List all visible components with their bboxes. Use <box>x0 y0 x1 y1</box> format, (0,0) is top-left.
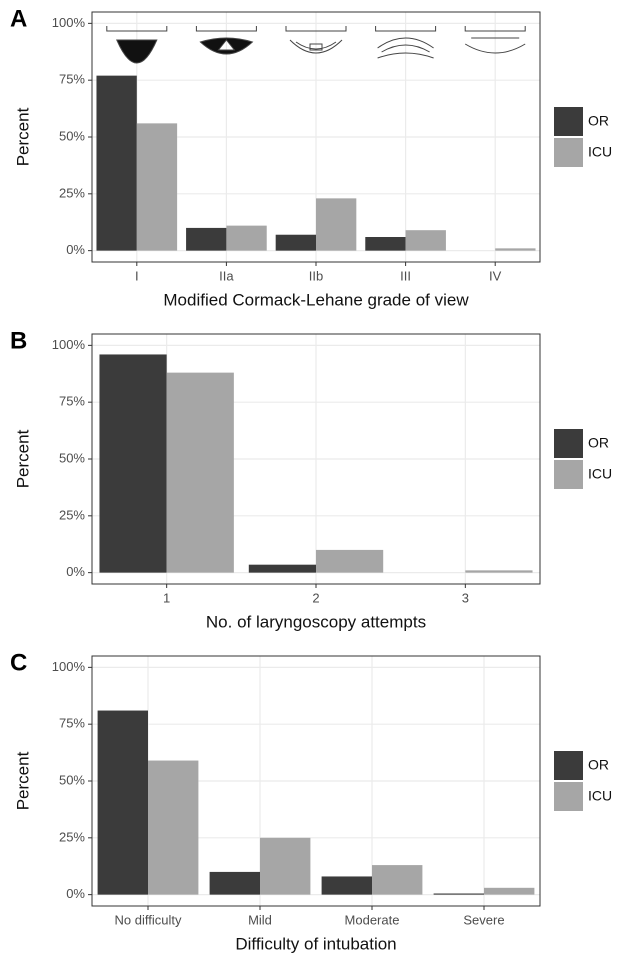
plot-border <box>91 655 541 907</box>
icon-shape <box>116 39 158 64</box>
bar <box>226 225 267 251</box>
x-axis-title: Modified Cormack-Lehane grade of view <box>163 290 469 309</box>
x-axis-title: Difficulty of intubation <box>235 934 396 953</box>
bar <box>99 354 167 573</box>
y-tick-label: 75% <box>59 394 85 409</box>
bar <box>465 570 533 573</box>
icon-shape <box>289 39 343 54</box>
x-tick-label: 1 <box>163 590 170 605</box>
y-axis-title: Percent <box>13 751 32 810</box>
icon-shape <box>377 37 434 59</box>
icon-outline <box>464 26 526 32</box>
icon-outline <box>195 26 257 32</box>
icon-shape <box>199 37 254 55</box>
bar <box>365 237 406 251</box>
y-tick-label: 0% <box>66 242 85 257</box>
panel-label: C <box>10 649 27 676</box>
icon-outline <box>285 26 347 32</box>
x-tick-label: III <box>400 268 411 283</box>
bar <box>260 837 311 895</box>
x-tick-label: 3 <box>462 590 469 605</box>
bar <box>209 871 260 895</box>
y-tick-label: 100% <box>52 15 86 30</box>
bar <box>316 549 384 573</box>
x-tick-label: I <box>135 268 139 283</box>
bar <box>433 893 484 895</box>
x-tick-label: Mild <box>248 912 272 927</box>
legend-swatch <box>554 107 583 136</box>
bar <box>321 876 372 895</box>
y-tick-label: 25% <box>59 507 85 522</box>
legend-label: ICU <box>588 788 612 804</box>
y-axis-title: Percent <box>13 429 32 488</box>
y-tick-label: 100% <box>52 337 86 352</box>
bar <box>148 760 199 895</box>
legend-swatch <box>554 429 583 458</box>
legend-label: ICU <box>588 144 612 160</box>
icon-shape <box>464 37 526 54</box>
y-tick-label: 0% <box>66 886 85 901</box>
y-tick-label: 75% <box>59 716 85 731</box>
icon-outline <box>375 26 437 32</box>
bar <box>248 564 316 573</box>
panel-label: B <box>10 327 27 354</box>
bar <box>484 887 535 895</box>
legend-swatch <box>554 751 583 780</box>
bar <box>495 248 536 251</box>
x-tick-label: 2 <box>312 590 319 605</box>
x-tick-label: IIa <box>219 268 234 283</box>
icon-outline <box>106 26 168 32</box>
bar <box>136 123 178 251</box>
y-tick-label: 50% <box>59 450 85 465</box>
x-tick-label: Moderate <box>345 912 400 927</box>
legend-swatch <box>554 782 583 811</box>
bar <box>372 865 423 895</box>
x-tick-label: No difficulty <box>115 912 182 927</box>
bar <box>97 710 148 895</box>
bar <box>275 234 316 251</box>
x-tick-label: IIb <box>309 268 323 283</box>
y-tick-label: 50% <box>59 128 85 143</box>
legend-label: OR <box>588 435 609 451</box>
bar <box>316 198 357 251</box>
y-tick-label: 100% <box>52 659 86 674</box>
legend-label: ICU <box>588 466 612 482</box>
y-tick-label: 75% <box>59 72 85 87</box>
bar <box>96 75 137 251</box>
y-tick-label: 25% <box>59 185 85 200</box>
x-tick-label: Severe <box>463 912 504 927</box>
y-tick-label: 25% <box>59 829 85 844</box>
plot-border <box>91 333 541 585</box>
legend-label: OR <box>588 757 609 773</box>
y-axis-title: Percent <box>13 107 32 166</box>
legend-swatch <box>554 138 583 167</box>
bar <box>166 372 234 573</box>
y-tick-label: 50% <box>59 772 85 787</box>
bar <box>405 230 446 251</box>
panel-label: A <box>10 5 27 32</box>
bar <box>186 227 227 251</box>
legend-label: OR <box>588 113 609 129</box>
x-axis-title: No. of laryngoscopy attempts <box>206 612 426 631</box>
x-tick-label: IV <box>489 268 502 283</box>
y-tick-label: 0% <box>66 564 85 579</box>
legend-swatch <box>554 460 583 489</box>
plot-border <box>91 11 541 263</box>
